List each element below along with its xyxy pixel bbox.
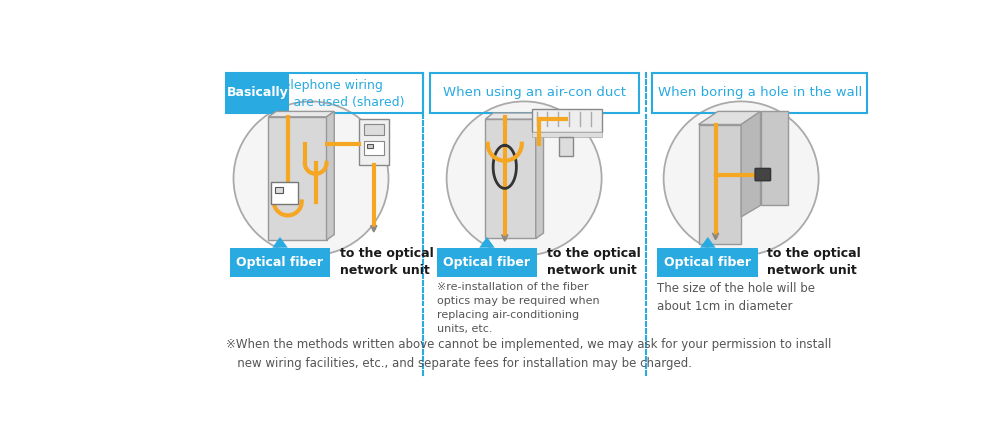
Polygon shape <box>698 111 761 125</box>
FancyBboxPatch shape <box>268 117 326 240</box>
Text: to the optical
network unit: to the optical network unit <box>767 247 861 277</box>
FancyBboxPatch shape <box>485 119 536 238</box>
Bar <box>652 73 867 113</box>
FancyBboxPatch shape <box>698 125 741 244</box>
FancyBboxPatch shape <box>367 144 373 149</box>
Polygon shape <box>326 111 334 240</box>
FancyBboxPatch shape <box>657 248 758 277</box>
Text: Optical fiber: Optical fiber <box>664 256 751 269</box>
FancyBboxPatch shape <box>275 187 283 193</box>
FancyBboxPatch shape <box>364 124 384 134</box>
Text: Telephone wiring
pipes are used (shared): Telephone wiring pipes are used (shared) <box>256 79 405 109</box>
Circle shape <box>234 101 388 256</box>
Text: The size of the hole will be
about 1cm in diameter: The size of the hole will be about 1cm i… <box>657 282 815 313</box>
Polygon shape <box>268 111 334 117</box>
FancyBboxPatch shape <box>761 111 788 205</box>
FancyBboxPatch shape <box>559 137 573 156</box>
FancyBboxPatch shape <box>437 248 537 277</box>
FancyBboxPatch shape <box>532 109 602 132</box>
Circle shape <box>447 101 602 256</box>
Polygon shape <box>272 237 288 248</box>
FancyBboxPatch shape <box>359 119 388 165</box>
Bar <box>226 73 423 113</box>
Text: to the optical
network unit: to the optical network unit <box>340 247 433 277</box>
Text: Basically: Basically <box>227 86 288 99</box>
Polygon shape <box>485 113 544 119</box>
Text: Optical fiber: Optical fiber <box>443 256 530 269</box>
Text: When using an air-con duct: When using an air-con duct <box>443 86 626 99</box>
Text: Optical fiber: Optical fiber <box>237 256 324 269</box>
Bar <box>226 73 289 113</box>
FancyBboxPatch shape <box>230 248 330 277</box>
Circle shape <box>664 101 819 256</box>
Polygon shape <box>536 113 544 238</box>
FancyBboxPatch shape <box>532 132 602 137</box>
FancyBboxPatch shape <box>271 182 298 204</box>
FancyBboxPatch shape <box>364 141 384 155</box>
Text: When boring a hole in the wall: When boring a hole in the wall <box>658 86 862 99</box>
Text: ※When the methods written above cannot be implemented, we may ask for your permi: ※When the methods written above cannot b… <box>226 338 831 370</box>
Polygon shape <box>741 111 761 217</box>
Polygon shape <box>479 237 495 248</box>
FancyBboxPatch shape <box>755 168 771 181</box>
Text: ※re-installation of the fiber
optics may be required when
replacing air-conditio: ※re-installation of the fiber optics may… <box>437 282 599 334</box>
Bar <box>430 73 639 113</box>
Text: to the optical
network unit: to the optical network unit <box>547 247 640 277</box>
Polygon shape <box>700 237 716 248</box>
